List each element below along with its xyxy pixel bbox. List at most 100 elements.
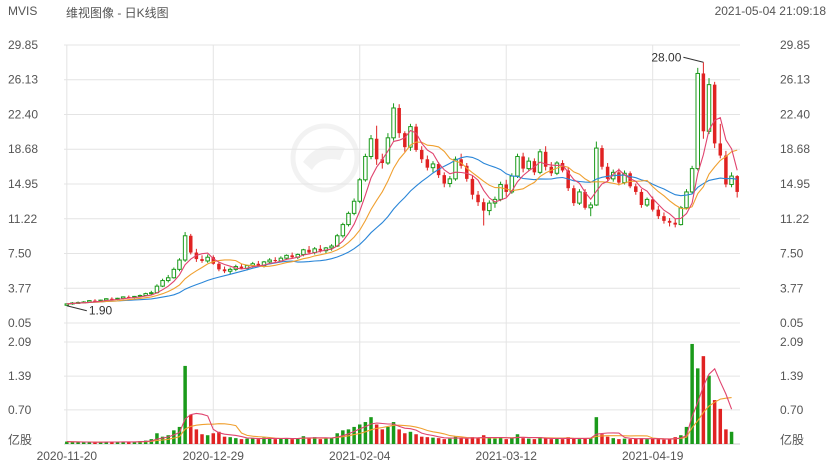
volume-bar: [318, 439, 323, 444]
ma10-line: [66, 141, 738, 305]
volume-bar: [239, 439, 244, 444]
price-tick-label-left: 14.95: [8, 177, 38, 191]
candle-body: [329, 245, 334, 249]
candle-body: [357, 179, 362, 202]
volume-bar: [679, 435, 683, 444]
volume-bar: [431, 437, 435, 444]
price-tick-label-left: 29.85: [8, 38, 38, 52]
candle-body: [189, 235, 193, 253]
volume-bar: [121, 441, 125, 444]
candle-body: [706, 84, 712, 132]
candle-body: [656, 209, 661, 217]
volume-bar: [527, 438, 531, 444]
candle-body: [572, 188, 576, 204]
candle-body: [526, 160, 531, 170]
volume-bar: [132, 441, 137, 444]
volume-tick-label-left: 0.70: [8, 403, 32, 417]
volume-bar: [290, 439, 294, 444]
price-tick-label-right: 7.50: [780, 247, 804, 261]
volume-bar: [549, 439, 554, 444]
min-price-leader: [66, 305, 87, 312]
volume-bar: [628, 439, 632, 444]
volume-bar: [296, 438, 300, 444]
volume-bar: [729, 431, 734, 444]
volume-bar: [391, 422, 396, 444]
volume-bar: [307, 438, 311, 444]
price-tick-label-right: 29.85: [780, 38, 810, 52]
ma20-line: [66, 156, 738, 305]
price-tick-label-right: 3.77: [780, 281, 804, 295]
candle-body: [318, 248, 323, 251]
volume-bar: [453, 436, 458, 444]
candle-body: [684, 191, 689, 209]
volume-bar: [442, 439, 446, 444]
volume-bar: [386, 426, 390, 444]
volume-bar: [724, 429, 728, 444]
candle-body: [662, 216, 666, 221]
volume-bar: [588, 438, 593, 444]
candle-body: [205, 256, 210, 262]
candle-body: [307, 249, 311, 253]
candle-body: [588, 204, 593, 209]
volume-bar: [397, 429, 401, 444]
volume-bar: [611, 438, 615, 444]
volume-bar: [250, 438, 255, 444]
candle-body: [465, 165, 469, 179]
candle-body: [650, 199, 655, 210]
watermark-logo: [290, 123, 360, 193]
volume-bar: [403, 433, 407, 444]
candle-body: [673, 222, 677, 225]
candle-body: [481, 202, 486, 211]
volume-bar: [363, 422, 368, 444]
volume-bar: [358, 424, 362, 444]
candle-body: [447, 178, 453, 185]
price-tick-label-right: 22.40: [780, 108, 810, 122]
max-price-label: 28.00: [651, 50, 681, 64]
volume-bar: [115, 442, 120, 444]
volume-bar: [312, 437, 317, 444]
volume-bar: [211, 433, 216, 444]
candle-body: [583, 191, 587, 208]
candle-body: [678, 207, 684, 226]
volume-bar: [65, 441, 69, 444]
candle-body: [476, 194, 480, 203]
volume-bar: [543, 438, 548, 444]
volume-bar: [369, 417, 373, 444]
candle-body: [600, 148, 604, 167]
candle-body: [403, 133, 407, 148]
volume-bar: [273, 439, 277, 444]
volume-ma5-line: [66, 367, 733, 443]
candle-body: [177, 259, 182, 270]
date-tick-label: 2020-11-20: [37, 449, 98, 463]
volume-bar: [81, 442, 86, 444]
min-price-label: 1.90: [89, 304, 113, 318]
candle-body: [543, 151, 548, 167]
volume-tick-label-right: 2.09: [780, 335, 804, 349]
volume-bar: [104, 441, 108, 444]
volume-bar: [177, 426, 182, 444]
candle-body: [487, 202, 492, 212]
candle-body: [284, 254, 289, 259]
candle-body: [171, 268, 177, 279]
volume-bar: [436, 438, 441, 444]
volume-bar: [566, 437, 570, 444]
volume-bar: [707, 375, 711, 444]
volume-bar: [487, 438, 492, 444]
volume-bar: [374, 424, 379, 444]
volume-bar: [712, 400, 717, 444]
candle-body: [453, 158, 458, 180]
candle-body: [414, 126, 418, 150]
volume-bar: [555, 438, 559, 444]
candle-body: [217, 263, 221, 270]
volume-bar: [696, 368, 700, 444]
candle-body: [667, 220, 672, 223]
volume-bar: [172, 430, 176, 444]
volume-bar: [194, 429, 199, 444]
price-tick-label-left: 0.05: [8, 316, 32, 330]
volume-bar: [245, 438, 249, 444]
price-tick-label-left: 7.50: [8, 247, 32, 261]
volume-bar: [143, 440, 148, 444]
volume-bar: [515, 434, 520, 444]
candle-body: [634, 186, 638, 192]
candle-body: [165, 277, 171, 282]
